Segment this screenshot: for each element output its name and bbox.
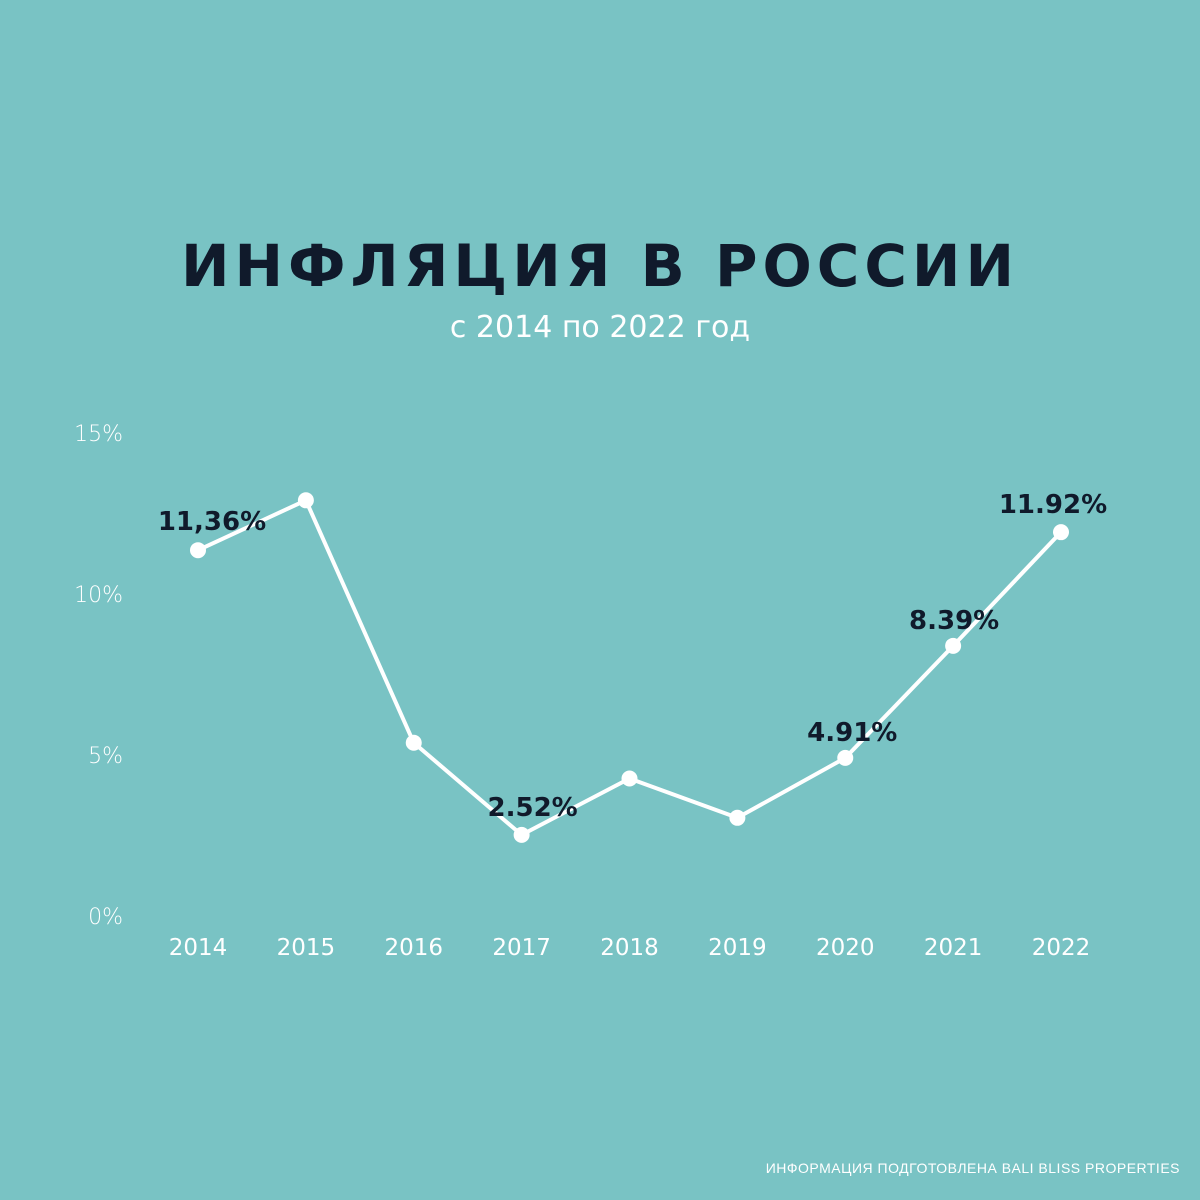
x-tick-label: 2018 (600, 935, 659, 961)
data-label: 8.39% (909, 606, 999, 636)
x-tick-label: 2015 (277, 935, 336, 961)
data-point (190, 542, 206, 559)
x-axis: 2014 2015 2016 2017 2018 2019 2020 2021 2022 (169, 935, 1091, 961)
x-tick-label: 2022 (1032, 935, 1091, 961)
data-label: 11.92% (999, 490, 1107, 520)
y-axis: 0% 5% 10% 15% (74, 422, 123, 930)
data-label-group: 11,36% 2.52% 4.91% 8.39% 11.92% (158, 490, 1107, 823)
data-point (513, 826, 530, 843)
y-tick-label: 5% (88, 744, 123, 769)
chart-subtitle: с 2014 по 2022 год (449, 310, 751, 345)
data-point (729, 809, 746, 826)
footer-credit: ИНФОРМАЦИЯ ПОДГОТОВЛЕНА BALI BLISS PROPE… (765, 1160, 1180, 1176)
data-point (621, 770, 638, 787)
x-tick-label: 2019 (708, 935, 767, 961)
data-label: 4.91% (807, 718, 897, 748)
data-point (297, 492, 314, 509)
series-line-group (190, 492, 1069, 843)
data-point (405, 734, 422, 751)
y-tick-label: 15% (74, 422, 123, 447)
data-point (837, 749, 854, 766)
x-tick-label: 2020 (816, 935, 875, 961)
data-label: 11,36% (158, 507, 266, 537)
x-tick-label: 2016 (384, 935, 443, 961)
x-tick-label: 2021 (924, 935, 983, 961)
y-tick-label: 10% (74, 583, 123, 608)
chart-title: ИНФЛЯЦИЯ В РОССИИ (180, 232, 1020, 300)
data-point (945, 637, 962, 654)
x-tick-label: 2014 (169, 935, 228, 961)
data-point (1053, 524, 1069, 541)
data-label: 2.52% (488, 793, 578, 823)
x-tick-label: 2017 (492, 935, 551, 961)
y-tick-label: 0% (88, 905, 123, 930)
